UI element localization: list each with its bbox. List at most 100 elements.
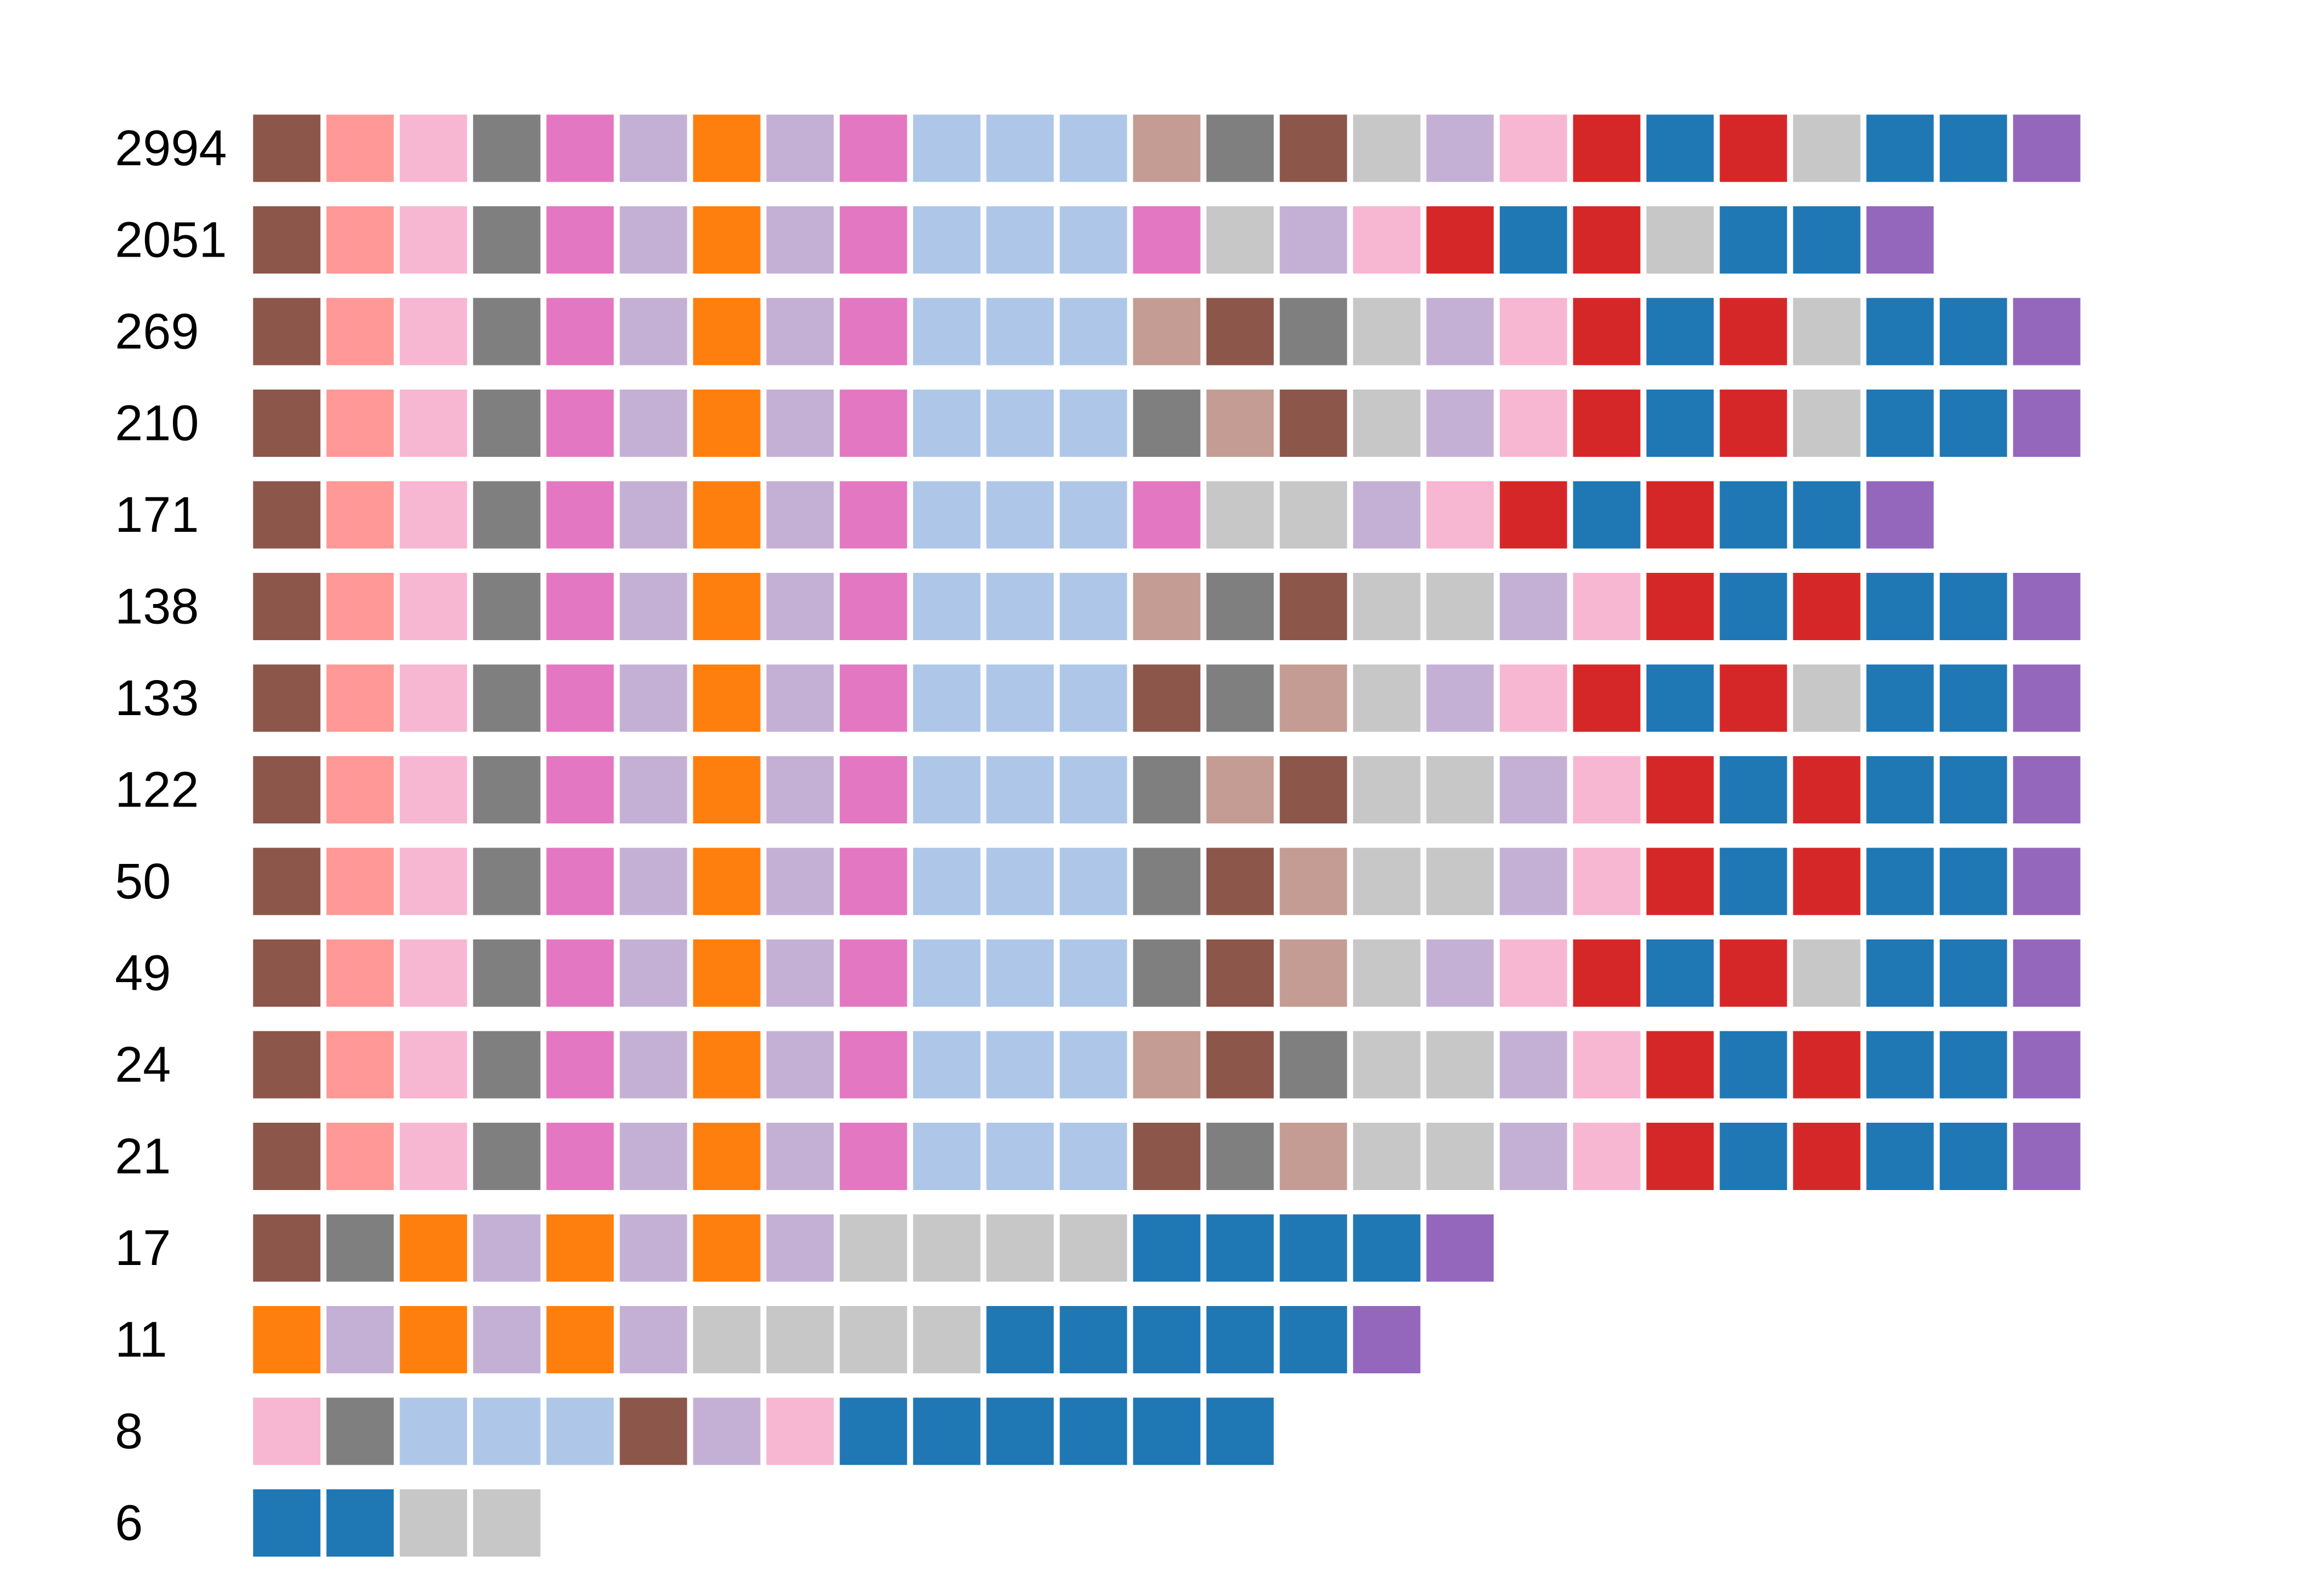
- cell-blue: [1790, 204, 1863, 276]
- cell-pink: [1497, 387, 1570, 460]
- cell-blue: [1863, 753, 1937, 826]
- cell-magenta: [543, 1120, 617, 1193]
- cell-red: [1643, 1120, 1717, 1193]
- cell-lightblue: [543, 1395, 617, 1468]
- cell-lightgray: [1423, 753, 1497, 826]
- cell-lavender: [617, 1211, 690, 1285]
- cell-purple: [2010, 753, 2083, 826]
- cell-purple: [2010, 387, 2083, 460]
- cell-magenta: [543, 845, 617, 918]
- cell-magenta: [837, 387, 910, 460]
- cell-blue: [1717, 845, 1790, 918]
- cell-purple: [2010, 1028, 2083, 1101]
- cell-lavender: [1497, 1028, 1570, 1101]
- cell-lightgray: [1350, 295, 1423, 368]
- cell-red: [1423, 204, 1497, 276]
- cell-pink: [397, 295, 470, 368]
- cell-lavender: [617, 937, 690, 1009]
- cell-brown: [250, 387, 323, 460]
- cell-rosybrown: [1277, 661, 1350, 735]
- cell-lightgray: [1203, 478, 1277, 552]
- cell-lavender: [617, 845, 690, 918]
- cell-lightgray: [1350, 112, 1423, 185]
- cell-lavender: [617, 295, 690, 368]
- cell-gray: [470, 387, 543, 460]
- cell-gray: [1203, 661, 1277, 735]
- cell-purple: [2010, 937, 2083, 1009]
- row-label: 269: [115, 304, 199, 359]
- cell-lavender: [763, 1028, 837, 1101]
- cell-red: [1790, 1028, 1863, 1101]
- cell-lightblue: [1057, 937, 1130, 1009]
- cell-lightblue: [910, 570, 983, 643]
- cell-brown: [250, 570, 323, 643]
- cell-lightblue: [910, 753, 983, 826]
- cell-gray: [1203, 570, 1277, 643]
- cell-orange: [690, 753, 763, 826]
- row-label: 138: [115, 579, 199, 635]
- cell-lightblue: [983, 112, 1057, 185]
- cell-orange: [690, 1120, 763, 1193]
- cell-blue: [1937, 661, 2010, 735]
- cell-pink: [1570, 570, 1643, 643]
- cell-brown: [1130, 1120, 1203, 1193]
- cell-blue: [1203, 1395, 1277, 1468]
- cell-blue: [1643, 295, 1717, 368]
- cell-brown: [1203, 1028, 1277, 1101]
- cell-gray: [470, 295, 543, 368]
- cell-lightgray: [470, 1487, 543, 1559]
- cell-blue: [1863, 112, 1937, 185]
- cell-rosybrown: [1277, 1120, 1350, 1193]
- cell-gray: [470, 112, 543, 185]
- cell-pink: [397, 1120, 470, 1193]
- cell-lightblue: [983, 1120, 1057, 1193]
- cell-lightblue: [1057, 295, 1130, 368]
- cell-orange: [690, 937, 763, 1009]
- cell-gray: [470, 753, 543, 826]
- cell-lavender: [470, 1211, 543, 1285]
- cell-magenta: [837, 753, 910, 826]
- cell-gray: [470, 937, 543, 1009]
- cell-blue: [1570, 478, 1643, 552]
- cell-magenta: [837, 1028, 910, 1101]
- cell-lavender: [1350, 478, 1423, 552]
- cell-blue: [1790, 478, 1863, 552]
- cell-salmon: [323, 478, 397, 552]
- cell-blue: [910, 1395, 983, 1468]
- cell-magenta: [543, 753, 617, 826]
- cell-orange: [690, 570, 763, 643]
- cell-blue: [1643, 937, 1717, 1009]
- cell-magenta: [837, 661, 910, 735]
- cell-gray: [1130, 845, 1203, 918]
- cell-lightgray: [1790, 295, 1863, 368]
- cell-purple: [1863, 204, 1937, 276]
- cell-lavender: [763, 937, 837, 1009]
- cell-lavender: [1497, 570, 1570, 643]
- cell-lightblue: [983, 204, 1057, 276]
- cell-brown: [1130, 661, 1203, 735]
- cell-purple: [1863, 478, 1937, 552]
- cell-lightblue: [470, 1395, 543, 1468]
- row-label: 24: [115, 1037, 171, 1093]
- cell-lightgray: [983, 1211, 1057, 1285]
- cell-magenta: [543, 387, 617, 460]
- cell-lightblue: [983, 295, 1057, 368]
- cell-lightblue: [1057, 570, 1130, 643]
- cell-brown: [250, 1211, 323, 1285]
- cell-lavender: [1497, 1120, 1570, 1193]
- cell-lavender: [617, 1303, 690, 1376]
- cell-red: [1643, 845, 1717, 918]
- cell-lavender: [617, 1028, 690, 1101]
- cell-pink: [397, 570, 470, 643]
- cell-lightgray: [1350, 1028, 1423, 1101]
- cell-lavender: [617, 753, 690, 826]
- cell-magenta: [837, 937, 910, 1009]
- cell-red: [1717, 295, 1790, 368]
- cell-magenta: [543, 204, 617, 276]
- cell-brown: [250, 112, 323, 185]
- cell-lightblue: [910, 112, 983, 185]
- cell-lightblue: [983, 937, 1057, 1009]
- cell-gray: [1130, 937, 1203, 1009]
- cell-brown: [617, 1395, 690, 1468]
